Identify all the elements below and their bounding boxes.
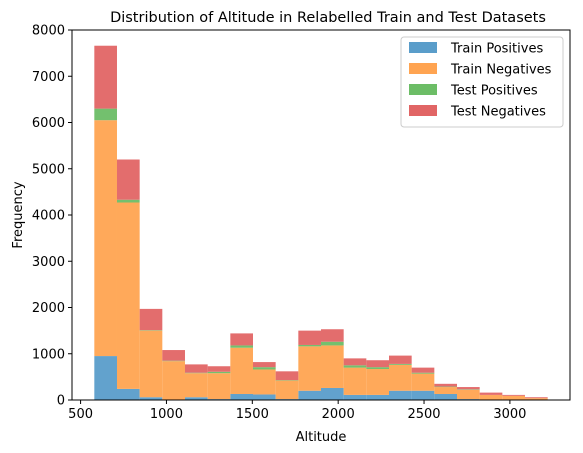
- x-axis: 500 1000 1500 2000 2500 3000: [68, 400, 526, 422]
- y-tick-label: 8000: [32, 24, 65, 39]
- bars-group: [94, 45, 548, 400]
- bar-series-3-bin-8: [275, 371, 299, 381]
- x-tick-label: 2500: [407, 407, 440, 422]
- legend-label-3: Test Negatives: [450, 105, 546, 120]
- bar-series-2-bin-9: [298, 344, 321, 347]
- bar-series-2-bin-5: [207, 371, 231, 374]
- bar-series-0-bin-7: [252, 394, 276, 400]
- legend-swatch-2: [409, 84, 437, 95]
- bar-series-3-bin-14: [411, 367, 435, 373]
- legend-swatch-3: [409, 105, 437, 116]
- bar-series-1-bin-12: [366, 369, 390, 395]
- bar-series-1-bin-5: [207, 373, 231, 400]
- bar-series-0-bin-10: [321, 387, 344, 400]
- bar-series-2-bin-14: [411, 372, 435, 374]
- bar-series-3-bin-16: [457, 387, 480, 390]
- bar-series-3-bin-1: [116, 159, 140, 200]
- bar-series-3-bin-9: [298, 330, 321, 345]
- bar-series-1-bin-15: [434, 387, 458, 394]
- bar-series-1-bin-16: [457, 389, 480, 400]
- bar-series-0-bin-2: [139, 397, 163, 400]
- bar-series-3-bin-19: [525, 397, 548, 399]
- bar-series-1-bin-9: [298, 346, 321, 391]
- bar-series-1-bin-14: [411, 373, 435, 391]
- y-axis-label: Frequency: [11, 181, 26, 248]
- bar-series-2-bin-1: [116, 199, 140, 203]
- bar-series-3-bin-2: [139, 308, 163, 331]
- legend-swatch-0: [409, 42, 437, 53]
- x-tick-label: 500: [68, 407, 93, 422]
- chart-title: Distribution of Altitude in Relabelled T…: [110, 10, 546, 26]
- bar-series-1-bin-4: [184, 373, 208, 398]
- x-axis-label: Altitude: [296, 430, 347, 445]
- bar-series-3-bin-13: [389, 355, 412, 364]
- bar-series-0-bin-4: [184, 397, 208, 400]
- bar-series-3-bin-7: [252, 362, 276, 368]
- bar-series-3-bin-12: [366, 360, 390, 368]
- bar-series-1-bin-8: [275, 380, 299, 400]
- y-tick-label: 7000: [32, 70, 65, 85]
- bar-series-1-bin-1: [116, 202, 140, 389]
- bar-series-0-bin-0: [94, 356, 117, 400]
- bar-series-1-bin-13: [389, 364, 412, 391]
- bar-series-3-bin-6: [230, 333, 253, 346]
- legend-label-2: Test Positives: [450, 84, 538, 99]
- bar-series-1-bin-3: [162, 361, 185, 400]
- bar-series-3-bin-10: [321, 329, 344, 342]
- bar-series-1-bin-7: [252, 369, 276, 395]
- bar-series-0-bin-6: [230, 393, 253, 400]
- bar-series-2-bin-12: [366, 367, 390, 370]
- bar-series-1-bin-10: [321, 345, 344, 388]
- legend-frame: [400, 36, 564, 128]
- bar-series-1-bin-6: [230, 347, 253, 394]
- bar-series-0-bin-9: [298, 390, 321, 400]
- y-tick-label: 6000: [32, 116, 65, 131]
- x-tick-label: 1000: [150, 407, 183, 422]
- bar-series-3-bin-15: [434, 383, 458, 387]
- legend-label-0: Train Positives: [450, 42, 543, 57]
- bar-series-1-bin-2: [139, 330, 163, 398]
- bar-series-3-bin-3: [162, 350, 185, 361]
- x-tick-label: 3000: [493, 407, 526, 422]
- bar-series-2-bin-7: [252, 367, 276, 370]
- legend-label-1: Train Negatives: [450, 63, 552, 78]
- bar-series-1-bin-17: [479, 394, 503, 400]
- bar-series-1-bin-18: [502, 395, 526, 400]
- legend: Train Positives Train Negatives Test Posit…: [400, 36, 564, 128]
- bar-series-3-bin-0: [94, 45, 117, 109]
- x-tick-label: 1500: [236, 407, 269, 422]
- bar-series-2-bin-10: [321, 341, 344, 346]
- bar-series-3-bin-11: [343, 358, 367, 366]
- bar-series-3-bin-18: [502, 394, 526, 396]
- y-tick-label: 5000: [32, 162, 65, 177]
- bar-series-2-bin-0: [94, 108, 117, 121]
- bar-series-0-bin-13: [389, 390, 412, 400]
- bar-series-3-bin-17: [479, 392, 503, 395]
- bar-series-1-bin-11: [343, 367, 367, 395]
- y-tick-label: 2000: [32, 301, 65, 316]
- bar-series-0-bin-1: [116, 388, 140, 400]
- bar-series-3-bin-5: [207, 366, 231, 372]
- bar-series-0-bin-12: [366, 394, 390, 400]
- bar-series-2-bin-6: [230, 345, 253, 348]
- y-tick-label: 4000: [32, 209, 65, 224]
- y-tick-label: 0: [57, 394, 65, 409]
- y-axis: 0 1000 2000 3000 4000 5000 6000 7000 8000: [32, 24, 72, 409]
- y-tick-label: 3000: [32, 255, 65, 270]
- bar-series-3-bin-4: [184, 364, 208, 373]
- y-tick-label: 1000: [32, 347, 65, 362]
- bar-series-0-bin-14: [411, 390, 435, 400]
- bar-series-0-bin-15: [434, 393, 458, 400]
- bar-series-2-bin-13: [389, 363, 412, 365]
- legend-swatch-1: [409, 63, 437, 74]
- bar-series-1-bin-19: [525, 398, 548, 400]
- bar-series-1-bin-0: [94, 120, 117, 357]
- bar-series-0-bin-11: [343, 394, 367, 400]
- x-tick-label: 2000: [322, 407, 355, 422]
- bar-series-2-bin-11: [343, 365, 367, 368]
